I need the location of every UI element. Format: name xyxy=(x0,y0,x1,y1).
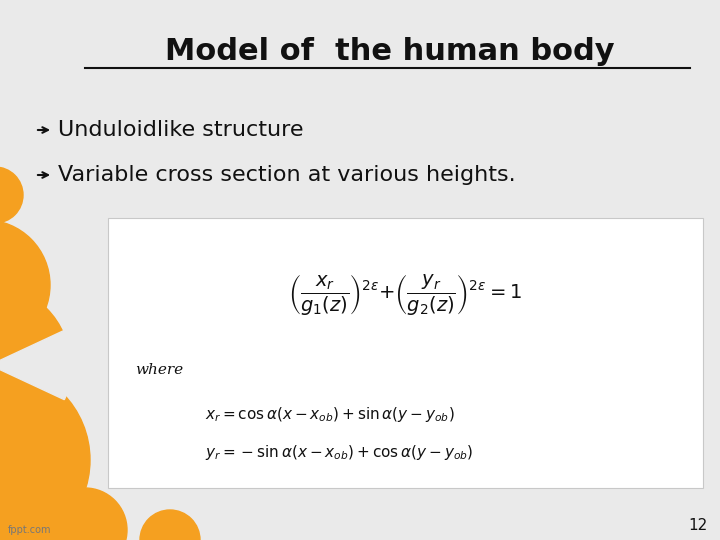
Text: $\left(\dfrac{x_r}{g_1(z)}\right)^{2\varepsilon}$$ + $$\left(\dfrac{y_r}{g_2(z)}: $\left(\dfrac{x_r}{g_1(z)}\right)^{2\var… xyxy=(288,273,522,318)
Text: $x_r = \cos\alpha(x - x_{ob}) + \sin\alpha(y - y_{ob})$: $x_r = \cos\alpha(x - x_{ob}) + \sin\alp… xyxy=(205,406,455,424)
Circle shape xyxy=(0,365,90,540)
Text: where: where xyxy=(135,363,183,377)
Circle shape xyxy=(0,285,70,445)
Text: Unduloidlike structure: Unduloidlike structure xyxy=(58,120,304,140)
Wedge shape xyxy=(0,330,72,400)
Text: Model of  the human body: Model of the human body xyxy=(165,37,615,66)
Circle shape xyxy=(0,167,23,223)
Text: 12: 12 xyxy=(689,517,708,532)
Circle shape xyxy=(0,220,50,350)
Text: Variable cross section at various heights.: Variable cross section at various height… xyxy=(58,165,516,185)
Bar xyxy=(108,218,703,488)
Text: fppt.com: fppt.com xyxy=(8,525,52,535)
Circle shape xyxy=(140,510,200,540)
Text: $y_r = -\sin\alpha(x - x_{ob}) + \cos\alpha(y - y_{ob})$: $y_r = -\sin\alpha(x - x_{ob}) + \cos\al… xyxy=(205,443,474,462)
Circle shape xyxy=(43,488,127,540)
